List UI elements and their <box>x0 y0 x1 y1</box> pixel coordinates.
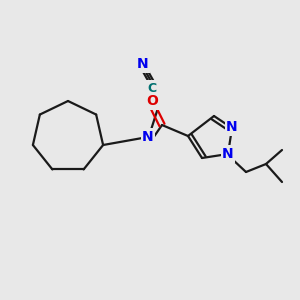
Text: N: N <box>142 130 154 144</box>
Text: N: N <box>137 57 149 71</box>
Text: O: O <box>146 94 158 108</box>
Text: N: N <box>226 120 238 134</box>
Text: C: C <box>147 82 157 94</box>
Text: N: N <box>222 147 234 161</box>
